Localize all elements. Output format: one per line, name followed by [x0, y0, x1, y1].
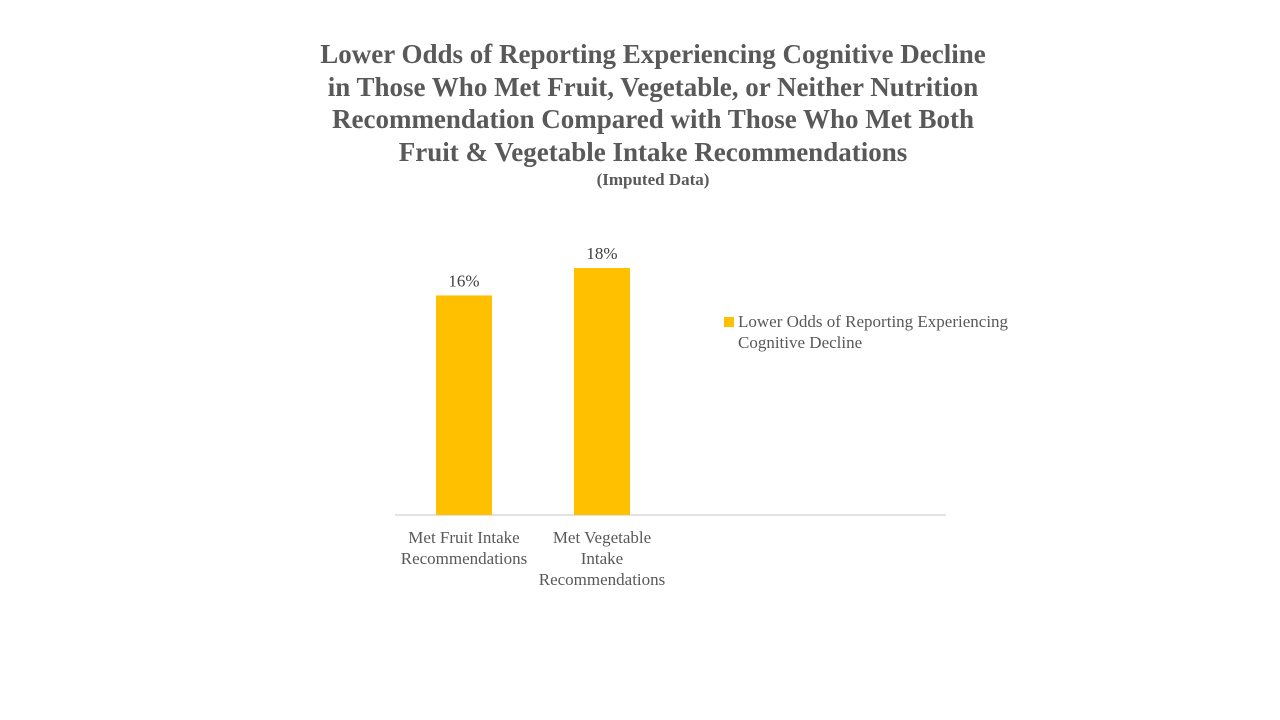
category-label-line: Recommendations — [401, 549, 528, 568]
chart-subtitle: (Imputed Data) — [596, 170, 710, 189]
category-label-2: Met Vegetable Intake Recommendations — [539, 528, 666, 589]
category-label-line: Recommendations — [539, 570, 666, 589]
legend-swatch — [724, 317, 734, 327]
category-label-line: Met Fruit Intake — [408, 528, 519, 547]
bar-1 — [436, 295, 492, 515]
category-label-1: Met Fruit Intake Recommendations — [401, 528, 528, 568]
bar-2 — [574, 268, 630, 515]
chart-title-block: Lower Odds of Reporting Experiencing Cog… — [0, 38, 1280, 190]
data-label-2: 18% — [586, 244, 617, 263]
category-label-line: Met Vegetable — [553, 528, 651, 547]
category-label-line: Intake — [581, 549, 623, 568]
chart-legend: Lower Odds of Reporting Experiencing Cog… — [724, 311, 1044, 353]
data-label-1: 16% — [448, 271, 479, 290]
legend-label: Lower Odds of Reporting Experiencing Cog… — [738, 312, 1009, 352]
chart-title: Lower Odds of Reporting Experiencing Cog… — [320, 39, 986, 167]
